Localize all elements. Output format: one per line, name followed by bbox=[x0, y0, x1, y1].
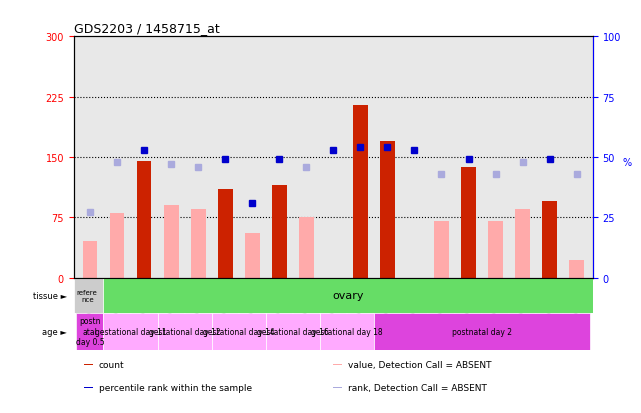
Bar bbox=[266, 313, 320, 350]
Bar bbox=[333, 387, 342, 389]
Bar bbox=[380, 142, 395, 278]
Bar bbox=[272, 185, 287, 278]
Bar bbox=[131, 278, 158, 346]
Bar bbox=[488, 222, 503, 278]
Bar bbox=[212, 313, 266, 350]
Text: age ►: age ► bbox=[42, 327, 67, 336]
Bar bbox=[461, 167, 476, 278]
Bar bbox=[190, 210, 206, 278]
Text: gestational day 11: gestational day 11 bbox=[95, 327, 166, 336]
Bar bbox=[482, 278, 509, 346]
Y-axis label: %: % bbox=[622, 157, 631, 168]
Text: postn
atal
day 0.5: postn atal day 0.5 bbox=[76, 317, 104, 347]
Bar bbox=[536, 278, 563, 346]
Bar bbox=[542, 202, 557, 278]
Text: value, Detection Call = ABSENT: value, Detection Call = ABSENT bbox=[348, 361, 492, 369]
Bar bbox=[76, 313, 103, 350]
Text: GDS2203 / 1458715_at: GDS2203 / 1458715_at bbox=[74, 21, 219, 35]
Bar bbox=[245, 234, 260, 278]
Bar bbox=[434, 222, 449, 278]
Bar bbox=[76, 278, 103, 346]
Bar bbox=[74, 278, 103, 313]
Text: rank, Detection Call = ABSENT: rank, Detection Call = ABSENT bbox=[348, 384, 487, 392]
Bar bbox=[266, 278, 293, 346]
Text: gestational day 16: gestational day 16 bbox=[257, 327, 329, 336]
Bar bbox=[569, 260, 584, 278]
Text: refere
nce: refere nce bbox=[77, 289, 97, 302]
Bar bbox=[428, 278, 455, 346]
Bar bbox=[103, 313, 158, 350]
Bar bbox=[158, 278, 185, 346]
Bar bbox=[353, 105, 368, 278]
Bar bbox=[293, 278, 320, 346]
Bar bbox=[110, 214, 124, 278]
Bar bbox=[137, 161, 151, 278]
Text: gestational day 12: gestational day 12 bbox=[149, 327, 221, 336]
Bar bbox=[374, 278, 401, 346]
Bar bbox=[299, 218, 313, 278]
Bar bbox=[320, 278, 347, 346]
Bar bbox=[374, 313, 590, 350]
Text: percentile rank within the sample: percentile rank within the sample bbox=[99, 384, 252, 392]
Bar bbox=[84, 364, 92, 366]
Bar bbox=[347, 278, 374, 346]
Bar bbox=[185, 278, 212, 346]
Bar bbox=[163, 206, 178, 278]
Text: count: count bbox=[99, 361, 124, 369]
Bar bbox=[333, 364, 342, 366]
Bar bbox=[401, 278, 428, 346]
Bar bbox=[218, 190, 233, 278]
Bar bbox=[515, 210, 530, 278]
Text: gestational day 14: gestational day 14 bbox=[203, 327, 274, 336]
Text: postnatal day 2: postnatal day 2 bbox=[452, 327, 512, 336]
Bar bbox=[455, 278, 482, 346]
Bar bbox=[103, 278, 131, 346]
Bar bbox=[563, 278, 590, 346]
Bar bbox=[320, 313, 374, 350]
Bar bbox=[509, 278, 536, 346]
Bar bbox=[212, 278, 238, 346]
Bar bbox=[238, 278, 266, 346]
Text: tissue ►: tissue ► bbox=[33, 291, 67, 300]
Bar bbox=[83, 242, 97, 278]
Bar bbox=[84, 387, 92, 389]
Text: ovary: ovary bbox=[333, 290, 364, 300]
Bar bbox=[158, 313, 212, 350]
Text: gestational day 18: gestational day 18 bbox=[311, 327, 383, 336]
